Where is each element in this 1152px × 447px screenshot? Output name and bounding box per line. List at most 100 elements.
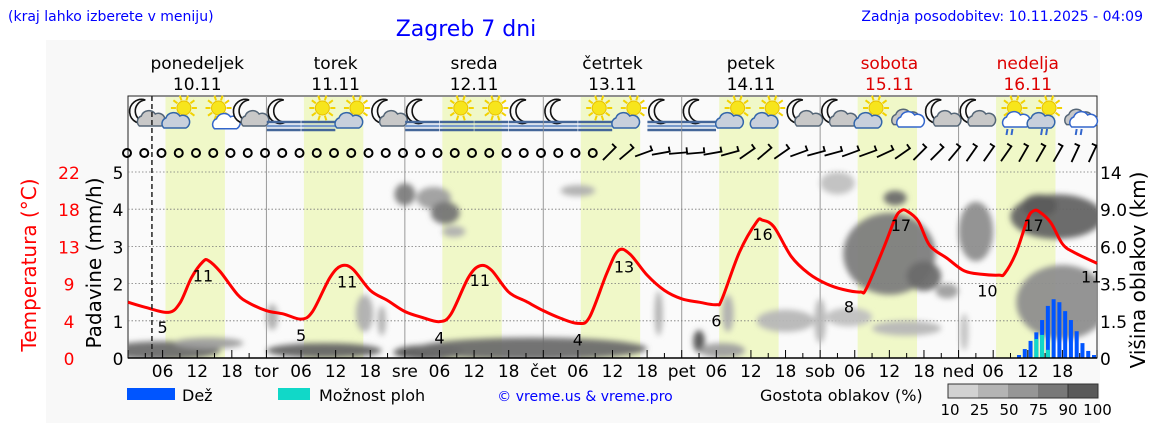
x-day-label: sre — [392, 362, 418, 382]
x-hour-label: 18 — [775, 362, 797, 382]
temp-label: 5 — [296, 326, 306, 345]
x-hour-label: 06 — [982, 362, 1004, 382]
cloud-height-tick: 3.5 — [1100, 276, 1127, 296]
x-hour-label: 12 — [740, 362, 762, 382]
cloud-blob — [872, 321, 941, 336]
location-hint[interactable]: (kraj lahko izberete v meniju) — [8, 9, 214, 25]
cloud-height-axis-label: Višina oblakov (km) — [1126, 172, 1150, 369]
precip-tick: 5 — [113, 164, 124, 184]
cloud-blob — [722, 295, 734, 332]
precip-tick: 0 — [113, 350, 124, 370]
temp-label: 11 — [193, 267, 213, 286]
x-day-label: tor — [254, 362, 278, 382]
colorbar-label: 50 — [999, 401, 1018, 419]
cloud-blob — [959, 202, 994, 262]
rain-bar — [1052, 299, 1056, 358]
temp-tick: 22 — [58, 164, 80, 184]
rain-bar — [1023, 349, 1027, 358]
colorbar-label: 10 — [940, 401, 959, 419]
day-date: 16.11 — [1003, 75, 1052, 95]
x-day-label: pet — [668, 362, 696, 382]
cloud-height-tick: 1.5 — [1100, 313, 1127, 333]
temp-label: 17 — [1023, 216, 1043, 235]
cloud-blob — [820, 172, 855, 194]
rain-bar — [1080, 343, 1084, 358]
rain-bar — [1086, 351, 1090, 358]
page-title: Zagreb 7 dni — [396, 17, 537, 42]
colorbar-segment — [1038, 384, 1068, 398]
cloud-height-tick: 0 — [1100, 350, 1111, 370]
x-hour-label: 18 — [221, 362, 243, 382]
legend-rain-swatch — [127, 388, 175, 400]
daylight-band — [165, 97, 224, 358]
cloud-blob — [814, 298, 826, 343]
x-hour-label: 06 — [429, 362, 451, 382]
cloud-blob — [394, 183, 415, 205]
x-hour-label: 18 — [359, 362, 381, 382]
rain-icon — [1041, 129, 1042, 135]
temp-label: 5 — [158, 318, 168, 337]
legend-showers-swatch — [278, 388, 310, 400]
colorbar-segment — [1008, 384, 1038, 398]
temp-label: 10 — [977, 282, 997, 301]
temperature-axis-label: Temperatura (°C) — [17, 178, 41, 352]
precip-axis-label: Padavine (mm/h) — [82, 177, 106, 348]
x-day-label: čet — [530, 362, 557, 382]
temp-tick: 0 — [64, 350, 75, 370]
showers-bar — [1034, 339, 1038, 358]
x-hour-label: 12 — [879, 362, 901, 382]
showers-bar — [1040, 335, 1044, 358]
colorbar-segment — [978, 384, 1008, 398]
day-date: 12.11 — [450, 75, 499, 95]
temp-label: 17 — [891, 216, 911, 235]
cloud-blob — [561, 185, 596, 196]
temp-label: 11 — [470, 271, 490, 290]
temp-label: 6 — [711, 312, 721, 331]
legend-showers-label: Možnost ploh — [319, 386, 425, 405]
x-hour-label: 06 — [844, 362, 866, 382]
cloud-blob — [884, 191, 907, 206]
day-date: 13.11 — [588, 75, 637, 95]
temp-label: 13 — [614, 257, 634, 276]
x-hour-label: 18 — [913, 362, 935, 382]
cloud-blob — [757, 310, 815, 332]
x-hour-label: 18 — [498, 362, 520, 382]
cloud-blob — [699, 343, 745, 358]
cloud-blob — [356, 295, 373, 332]
x-hour-label: 18 — [1052, 362, 1074, 382]
precip-tick: 4 — [113, 201, 124, 221]
temp-label: 11 — [337, 273, 357, 292]
wind-barb-feather — [721, 147, 722, 152]
rain-bar — [1063, 311, 1067, 358]
temp-label: 8 — [844, 297, 854, 316]
temp-label: 16 — [752, 225, 772, 244]
rain-icon — [1081, 129, 1082, 135]
rain-icon — [1006, 129, 1007, 135]
colorbar-segment — [948, 384, 978, 398]
legend-cloud-density-label: Gostota oblakov (%) — [760, 386, 923, 405]
day-name: četrtek — [582, 54, 643, 74]
colorbar-segment — [1068, 384, 1098, 398]
colorbar-label: 90 — [1058, 401, 1077, 419]
day-name: petek — [727, 54, 775, 74]
rain-bar — [1075, 331, 1079, 358]
temp-tick: 9 — [64, 276, 75, 296]
precip-tick: 2 — [113, 276, 124, 296]
day-name: ponedeljek — [150, 54, 244, 74]
cloud-blob — [960, 313, 968, 350]
x-day-label: ned — [943, 362, 975, 382]
x-hour-label: 12 — [1017, 362, 1039, 382]
cloud-blob — [907, 261, 942, 291]
day-name: sobota — [861, 54, 919, 74]
cloud-blob — [174, 338, 243, 349]
wind-barb-feather — [669, 147, 670, 152]
x-hour-label: 06 — [567, 362, 589, 382]
cloud-blob — [442, 226, 465, 237]
copyright-link[interactable]: © vreme.us & vreme.pro — [497, 389, 672, 405]
x-hour-label: 12 — [186, 362, 208, 382]
showers-bar — [1046, 350, 1050, 358]
cloud-blob — [266, 304, 278, 330]
temp-tick: 18 — [58, 201, 80, 221]
cloud-blob — [431, 202, 460, 224]
